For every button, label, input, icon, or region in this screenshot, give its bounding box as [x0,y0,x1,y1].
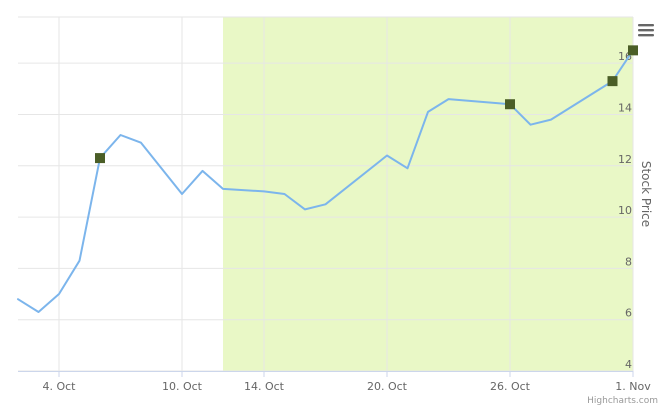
y-tick-label: 14 [618,101,632,114]
y-axis-title: Stock Price [639,161,653,227]
x-tick-label: 20. Oct [367,380,408,393]
y-tick-label: 12 [618,153,632,166]
x-tick-label: 26. Oct [490,380,531,393]
hamburger-icon [638,24,654,37]
context-menu-button[interactable] [632,18,656,40]
y-tick-label: 4 [625,358,632,371]
x-axis: 4. Oct 10. Oct 14. Oct 20. Oct 26. Oct 1. Nov [18,371,651,393]
y-tick-label: 6 [625,307,632,320]
menu-icon-line [638,24,654,27]
menu-icon-line [638,29,654,32]
credits-link[interactable]: Highcharts.com [587,396,658,406]
x-tick-label: 1. Nov [615,380,651,393]
square-marker [505,99,515,110]
x-tick-label: 10. Oct [162,380,203,393]
x-tick-label: 4. Oct [42,380,76,393]
square-marker [95,153,105,164]
square-marker [628,45,638,56]
y-tick-label: 8 [625,255,632,268]
price-line [17,49,634,313]
marker-layer [95,45,638,164]
series-layer [17,49,634,313]
y-tick-label: 10 [618,204,632,217]
square-marker [607,76,618,87]
plot-band-layer [223,17,633,371]
x-tick-label: 14. Oct [244,380,285,393]
menu-icon-line [638,34,654,37]
plot-band [223,17,633,371]
